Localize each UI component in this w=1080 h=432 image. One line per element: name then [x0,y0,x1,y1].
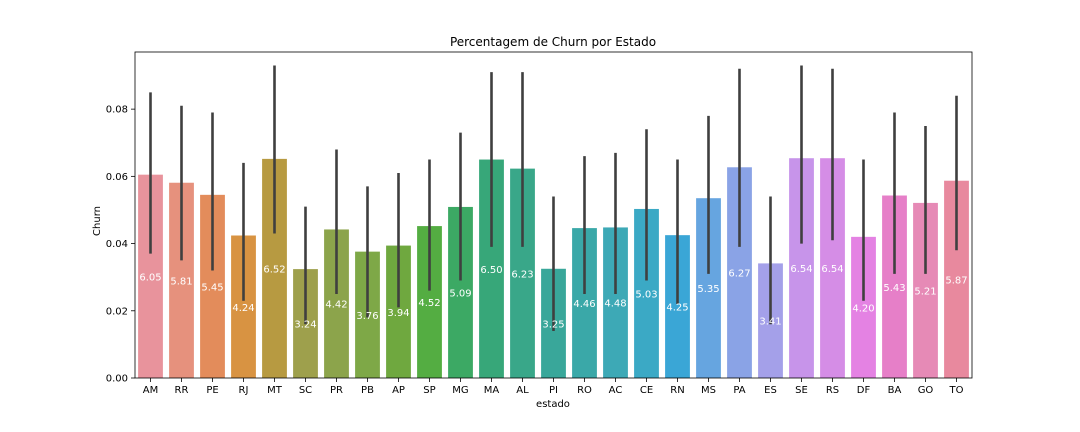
data-label-ma: 6.50 [480,265,502,276]
x-axis-title: estado [536,399,570,410]
chart-title: Percentagem de Churn por Estado [450,35,656,49]
x-tick-label-to: TO [949,385,964,396]
y-tick-label: 0.02 [106,306,128,317]
y-axis: 0.00 0.02 0.04 0.06 0.08 [106,105,135,385]
data-label-se: 6.54 [790,264,812,275]
data-label-rn: 4.25 [666,303,688,314]
data-label-pb: 3.76 [356,311,378,322]
data-label-mg: 5.09 [449,288,471,299]
x-tick-label-ac: AC [609,385,623,396]
x-tick-label-pa: PA [733,385,745,396]
x-tick-label-sp: SP [423,385,435,396]
x-tick-label-rn: RN [670,385,684,396]
data-label-go: 5.21 [914,286,936,297]
data-label-pa: 6.27 [728,269,750,280]
data-label-df: 4.20 [852,303,874,314]
x-tick-label-df: DF [857,385,871,396]
x-tick-label-al: AL [516,385,529,396]
x-tick-label-ms: MS [701,385,716,396]
data-label-ce: 5.03 [635,289,657,300]
y-tick-label: 0.04 [106,239,128,250]
data-label-mt: 6.52 [263,264,285,275]
x-tick-label-go: GO [918,385,934,396]
x-tick-label-mg: MG [452,385,468,396]
x-tick-label-es: ES [764,385,777,396]
x-tick-label-ap: AP [392,385,405,396]
data-label-to: 5.87 [945,275,967,286]
data-label-pr: 4.42 [325,300,347,311]
data-label-rr: 5.81 [170,276,192,287]
x-tick-label-ce: CE [640,385,653,396]
data-label-es: 3.41 [759,317,781,328]
data-label-ms: 5.35 [697,284,719,295]
x-tick-label-am: AM [143,385,158,396]
x-tick-label-rj: RJ [239,385,249,396]
x-axis: AM RR PE RJ MT SC PR PB AP SP MG MA AL PI RO AC CE RN MS PA… [143,378,964,396]
data-label-ac: 4.48 [604,299,626,310]
plot-area: 6.05 5.81 5.45 4.24 6.52 3.24 4.42 3.76 3.94 4.52… [138,65,969,378]
data-label-pe: 5.45 [201,282,223,293]
data-label-rj: 4.24 [232,303,254,314]
x-tick-label-ma: MA [484,385,500,396]
data-label-sp: 4.52 [418,298,440,309]
data-label-am: 6.05 [139,272,161,283]
x-tick-label-pe: PE [206,385,218,396]
y-tick-label: 0.00 [106,374,128,385]
x-tick-label-pi: PI [549,385,558,396]
data-label-ro: 4.46 [573,299,595,310]
data-label-ba: 5.43 [883,283,905,294]
data-label-al: 6.23 [511,269,533,280]
data-label-rs: 6.54 [821,264,843,275]
x-tick-label-pr: PR [330,385,343,396]
data-label-sc: 3.24 [294,320,316,331]
x-tick-label-ro: RO [577,385,592,396]
x-tick-label-ba: BA [888,385,902,396]
data-label-pi: 3.25 [542,319,564,330]
plot-frame [134,51,973,379]
x-tick-label-pb: PB [361,385,374,396]
x-tick-label-se: SE [795,385,808,396]
x-tick-label-sc: SC [299,385,312,396]
x-tick-label-rs: RS [826,385,839,396]
data-label-ap: 3.94 [387,308,409,319]
x-tick-label-mt: MT [267,385,283,396]
y-axis-title: Churn [92,206,103,236]
x-tick-label-rr: RR [175,385,189,396]
y-tick-label: 0.06 [106,172,128,183]
y-tick-label: 0.08 [106,105,128,116]
